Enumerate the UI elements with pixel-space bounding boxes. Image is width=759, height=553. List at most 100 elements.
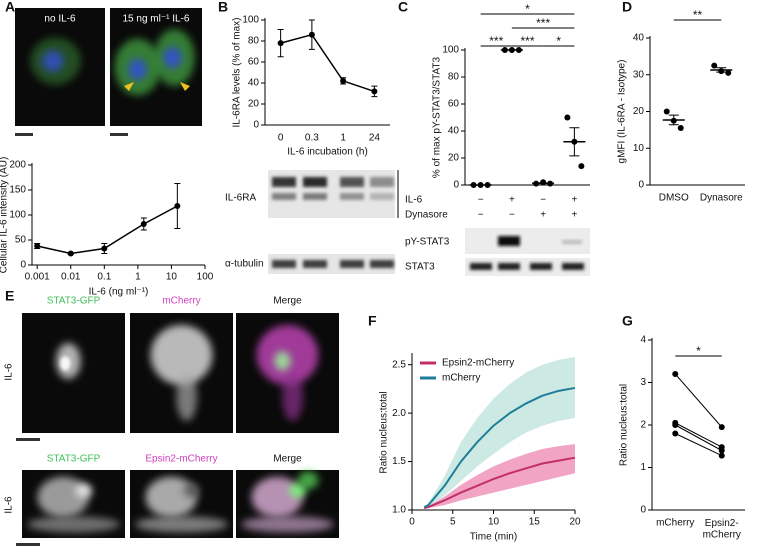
marker (140, 221, 147, 227)
cell (274, 351, 291, 371)
x-tick-label: 0.01 (61, 272, 81, 283)
panel-letter: G (622, 313, 633, 329)
treatment-mark: + (571, 195, 577, 206)
cell (241, 516, 334, 533)
significance-label: *** (536, 16, 550, 30)
blot (465, 258, 590, 276)
scale-bar (16, 438, 40, 441)
dot (725, 69, 732, 76)
dot (578, 163, 585, 170)
y-tick-label: 0 (638, 180, 644, 191)
column-label: Epsin2-mCherry (145, 454, 217, 465)
x-tick-label: 0 (409, 517, 415, 528)
pair-line (675, 433, 722, 457)
significance-label: ** (693, 8, 703, 22)
error-bar (569, 127, 580, 157)
cell (128, 58, 147, 80)
y-tick-label: 1.0 (392, 505, 406, 516)
band (303, 193, 327, 200)
dot (672, 371, 679, 377)
row-label: IL-6 (4, 363, 15, 381)
band (340, 193, 364, 200)
y-tick-label: 20 (633, 106, 645, 117)
y-tick-label: 3 (640, 377, 646, 388)
cell (183, 483, 201, 498)
band (370, 177, 394, 187)
treatment-label: IL-6 (405, 195, 423, 206)
x-tick-label: 10 (488, 517, 500, 528)
line (423, 456, 576, 510)
significance-label: * (556, 34, 561, 48)
dot (711, 62, 718, 69)
y-tick-label: 200 (9, 160, 26, 171)
confidence-band (424, 356, 575, 509)
y-axis-label: Cellular IL-6 intensity (AU) (0, 157, 10, 274)
cell (37, 476, 89, 518)
arrowhead (180, 82, 190, 91)
y-axis-label: gMFI (IL-6RA - Isotype) (617, 60, 628, 164)
cell (42, 50, 64, 72)
panel-letter: E (5, 288, 14, 304)
cell (60, 356, 71, 371)
marker (308, 31, 315, 38)
y-tick-label: 2.0 (392, 408, 406, 419)
cell (282, 373, 303, 421)
y-tick-label: 80 (248, 36, 260, 47)
image-label: no IL-6 (44, 14, 76, 25)
y-tick-label: 100 (442, 45, 459, 56)
band (562, 263, 584, 270)
marker (174, 203, 181, 209)
image-label: 15 ng ml⁻¹ IL-6 (123, 14, 190, 25)
cell (176, 373, 197, 421)
dot (663, 108, 670, 115)
dot (564, 114, 571, 121)
x-axis-label: Time (min) (470, 532, 517, 543)
significance-label: * (696, 344, 701, 358)
cell (27, 516, 120, 533)
y-tick-label: 60 (248, 57, 260, 68)
y-axis-label: % of max pY-STAT3/STAT3 (432, 56, 443, 178)
x-tick-label: 15 (529, 517, 541, 528)
x-tick-label: mCherry (656, 518, 694, 529)
y-tick-label: 4 (640, 335, 646, 346)
x-tick-label: 100 (197, 272, 214, 283)
dot (718, 452, 725, 459)
blot (268, 254, 395, 274)
panel-letter: A (5, 0, 15, 15)
dot (672, 422, 679, 428)
x-tick-label: 0.3 (305, 133, 319, 144)
column-label: mCherry (162, 296, 200, 307)
y-tick-label: 0 (640, 505, 646, 516)
treatment-mark: + (540, 210, 546, 221)
y-tick-label: 0 (453, 180, 459, 191)
y-tick-label: 150 (9, 185, 26, 196)
y-tick-label: 0 (253, 120, 259, 131)
y-tick-label: 40 (633, 33, 645, 44)
dot (718, 424, 725, 431)
marker (371, 88, 378, 95)
cell (145, 476, 197, 518)
pair-line (674, 373, 723, 428)
treatment-mark: + (571, 210, 577, 221)
cell (135, 516, 228, 533)
dot (718, 447, 725, 454)
column-label: Merge (273, 296, 302, 307)
y-tick-label: 0 (20, 260, 26, 271)
y-tick-label: 100 (9, 210, 26, 221)
scale-bar (16, 543, 40, 546)
treatment-mark: − (478, 210, 484, 221)
panel-letter: B (218, 0, 228, 15)
marker (34, 243, 41, 249)
band (530, 263, 552, 270)
band (470, 263, 492, 270)
x-axis-label: IL-6 incubation (h) (287, 147, 368, 158)
y-tick-label: 50 (15, 235, 27, 246)
band (340, 260, 364, 268)
y-tick-label: 100 (242, 15, 259, 26)
line (280, 33, 375, 93)
dot (677, 125, 684, 132)
y-tick-label: 40 (248, 78, 260, 89)
line (37, 205, 178, 255)
blot-label: IL-6RA (225, 193, 256, 204)
